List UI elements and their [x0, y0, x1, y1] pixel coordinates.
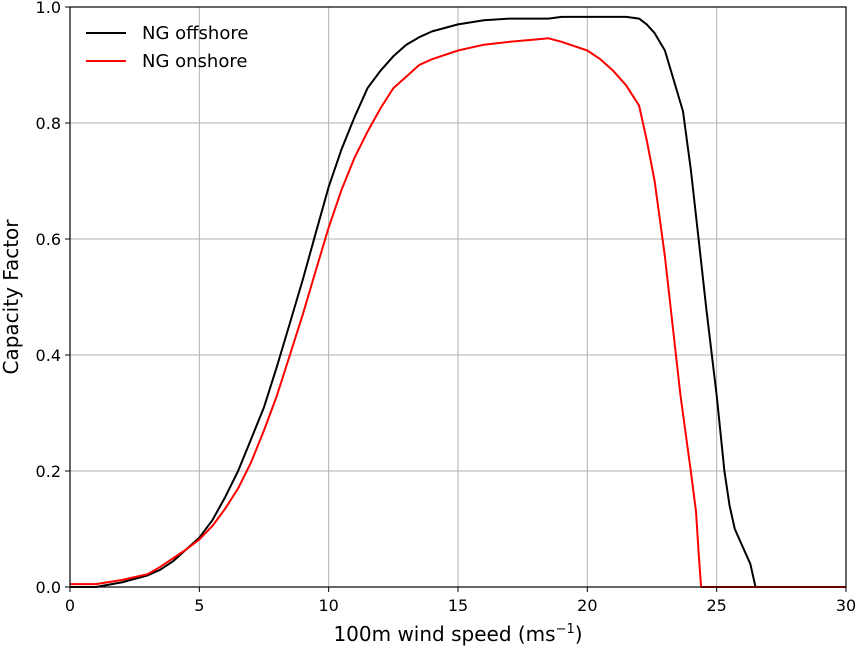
x-tick-label: 0: [65, 596, 75, 615]
y-tick-label: 0.4: [36, 346, 61, 365]
y-tick-label: 0.2: [36, 462, 61, 481]
series-line-ng-onshore: [70, 37, 846, 588]
x-tick-label: 30: [836, 596, 856, 615]
axis-ticks: 0 5 10 15 20 25 30 0.0 0.2 0.4 0.6 0.8 1.0: [36, 0, 856, 615]
series-line-ng-offshore: [70, 15, 846, 588]
legend-label-ng-offshore: NG offshore: [142, 23, 248, 44]
x-tick-label: 5: [194, 596, 204, 615]
y-tick-label: 0.8: [36, 114, 61, 133]
x-tick-label: 25: [706, 596, 726, 615]
legend: NG offshore NG onshore: [86, 23, 248, 72]
x-axis-label: 100m wind speed (ms−1): [333, 622, 582, 646]
y-tick-label: 0.6: [36, 230, 61, 249]
y-axis-label: Capacity Factor: [0, 219, 23, 375]
y-tick-label: 0.0: [36, 578, 61, 597]
x-tick-label: 20: [577, 596, 597, 615]
y-tick-label: 1.0: [36, 0, 61, 17]
x-tick-label: 15: [448, 596, 468, 615]
legend-label-ng-onshore: NG onshore: [142, 51, 247, 72]
x-tick-label: 10: [318, 596, 338, 615]
series-lines: [70, 15, 846, 588]
